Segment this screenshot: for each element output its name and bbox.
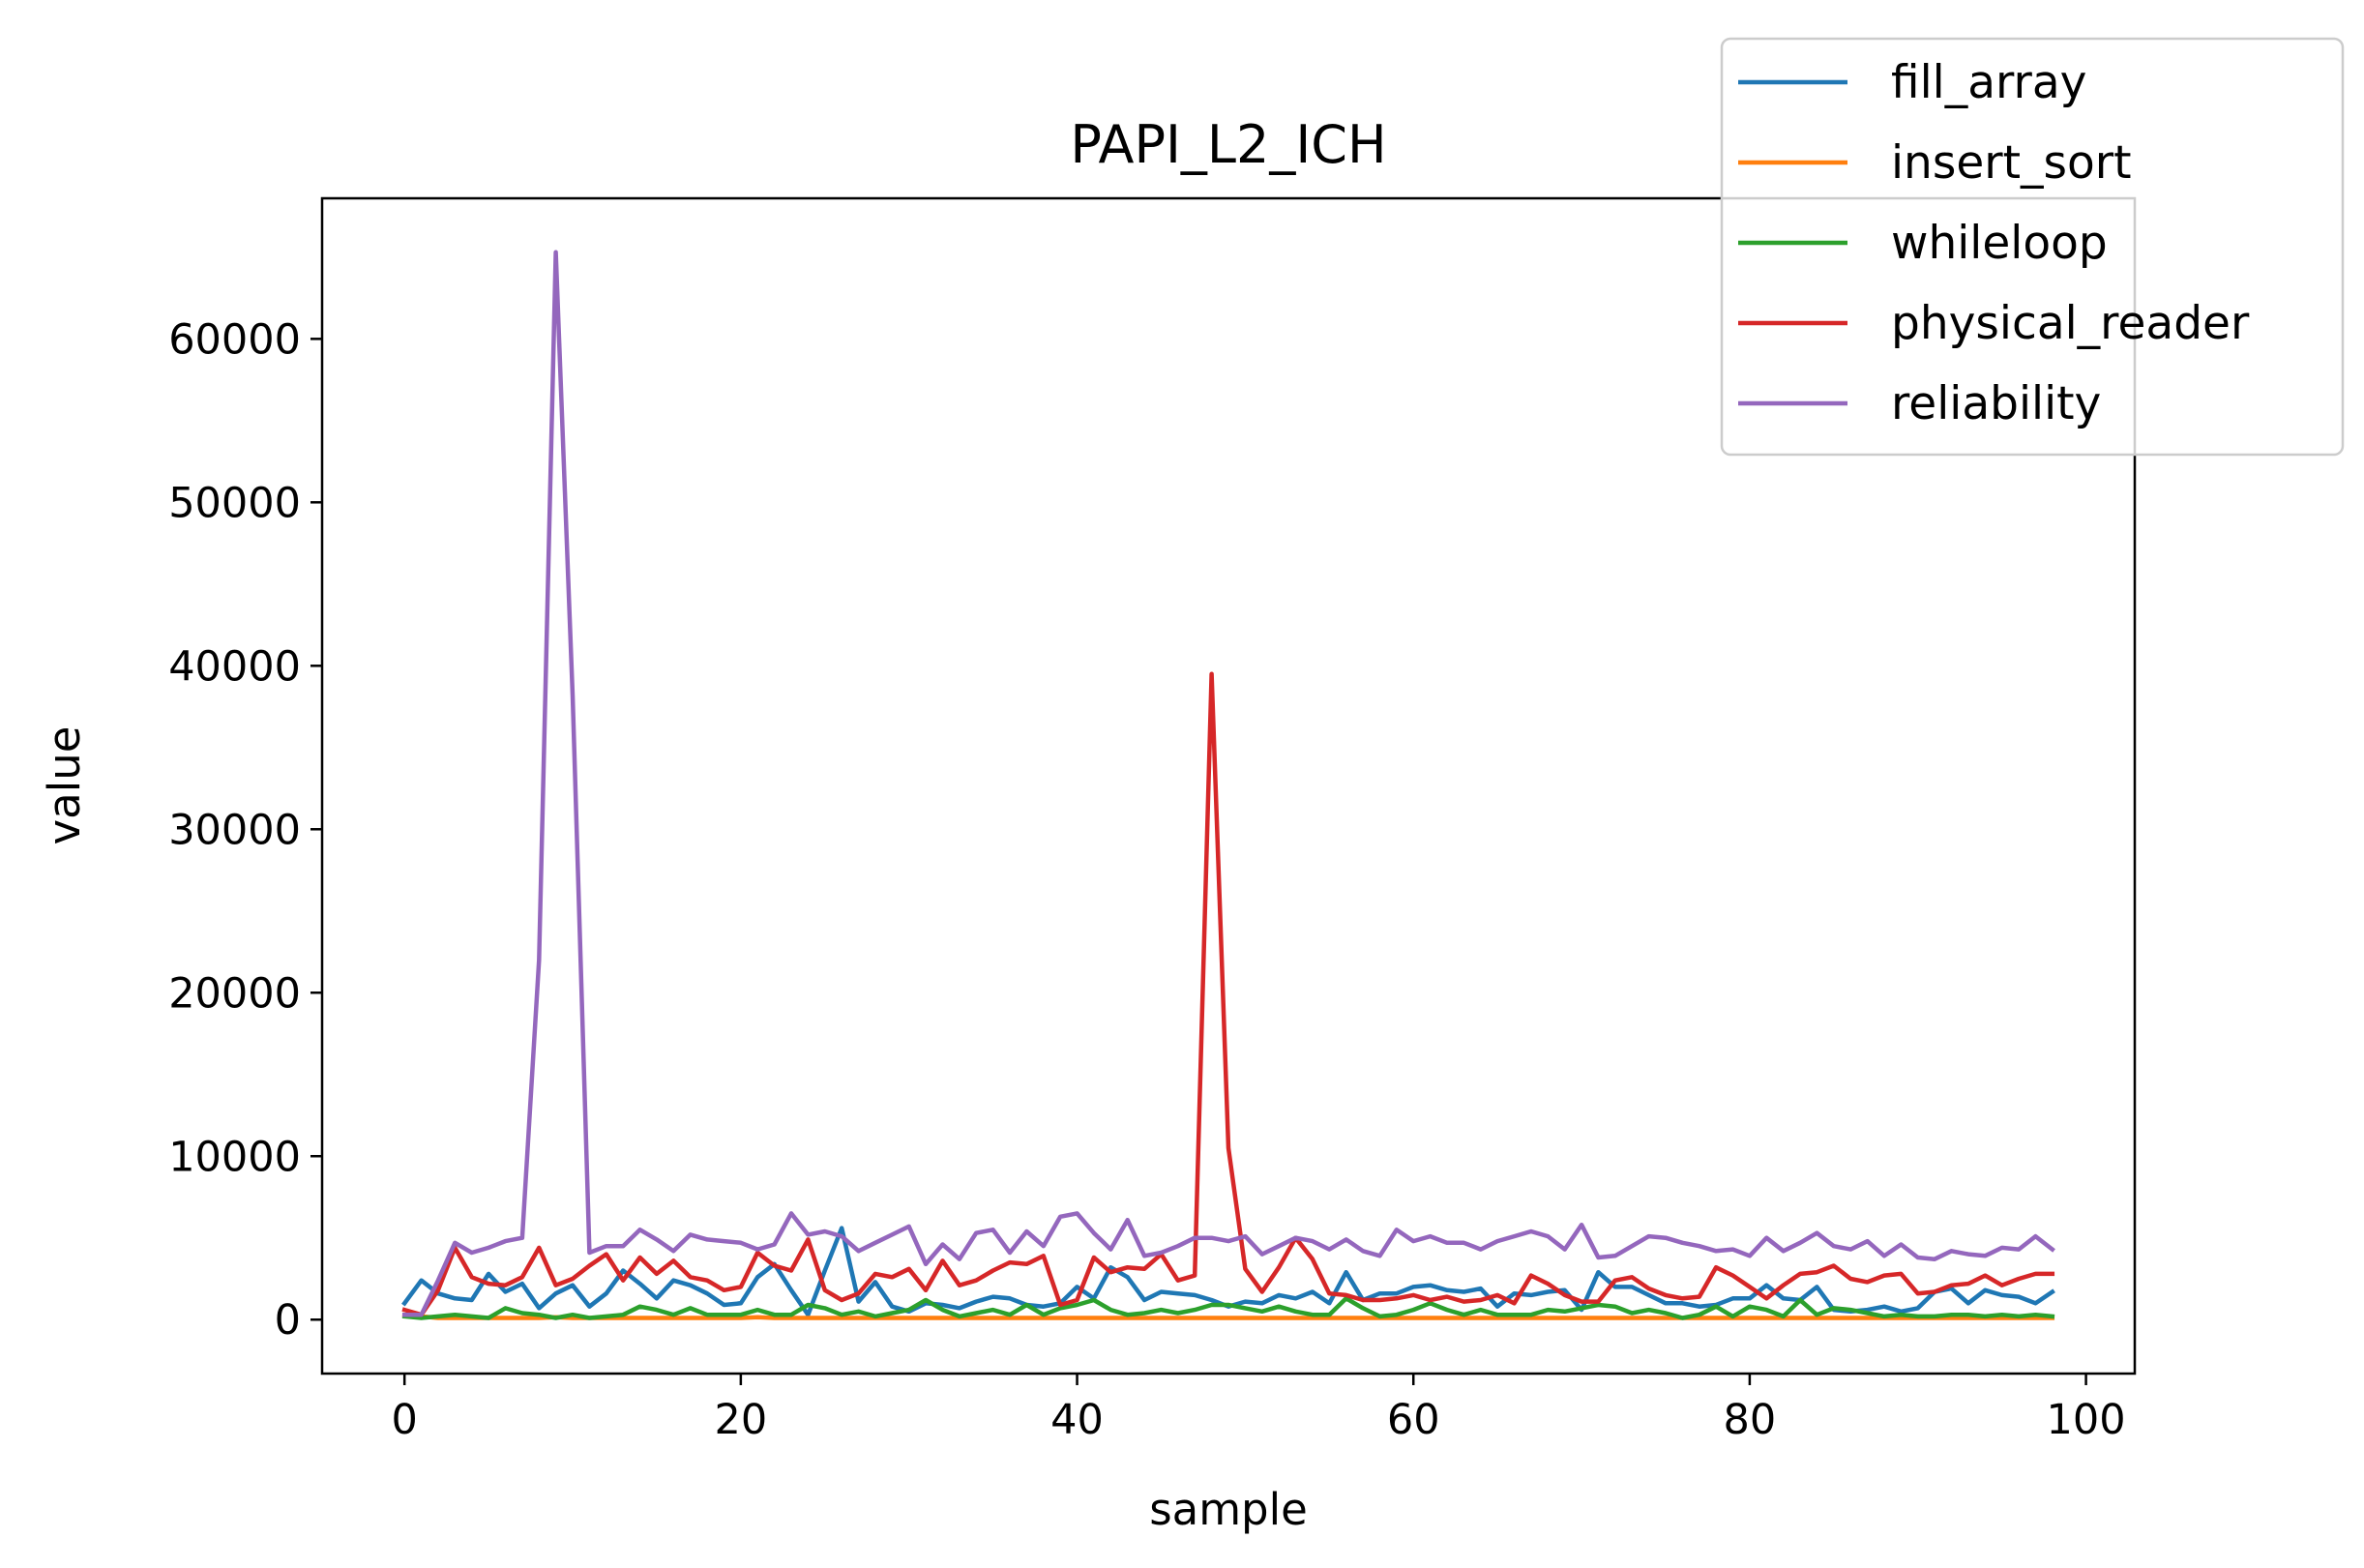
x-tick-label: 100	[2047, 1396, 2126, 1444]
legend-label: fill_array	[1891, 56, 2086, 109]
x-tick-label: 20	[715, 1396, 768, 1444]
x-tick-label: 60	[1387, 1396, 1440, 1444]
legend: fill_array insert_sort whileloop physical_r…	[1720, 37, 2345, 457]
chart-title: PAPI_L2_ICH	[1070, 114, 1386, 175]
legend-items: fill_array insert_sort whileloop physical_r…	[1738, 56, 2250, 430]
legend-label: insert_sort	[1891, 136, 2132, 190]
series-line-reliability	[401, 250, 2055, 1317]
series-line-whileloop	[401, 1296, 2055, 1320]
series-line-physical-reader	[401, 671, 2055, 1317]
series-line-insert-sort	[401, 1312, 2055, 1320]
y-axis-ticks: 0 10000 20000 30000 40000 50000 60000	[168, 315, 322, 1345]
series-layer	[401, 250, 2055, 1320]
y-axis-label: value	[39, 726, 90, 845]
y-tick-label: 40000	[168, 642, 301, 691]
y-tick-label: 0	[275, 1296, 301, 1345]
x-tick-label: 0	[392, 1396, 418, 1444]
x-axis-ticks: 0 20 40 60 80 100	[392, 1374, 2126, 1444]
y-tick-label: 10000	[168, 1133, 301, 1181]
legend-label: reliability	[1891, 377, 2101, 430]
plot-frame	[320, 196, 2137, 1376]
x-tick-label: 80	[1724, 1396, 1777, 1444]
legend-box	[1720, 37, 2345, 457]
y-tick-label: 50000	[168, 479, 301, 527]
y-tick-label: 20000	[168, 969, 301, 1018]
legend-label: whileloop	[1891, 217, 2108, 270]
legend-label: physical_reader	[1891, 297, 2250, 350]
x-tick-label: 40	[1050, 1396, 1104, 1444]
x-axis-label: sample	[1149, 1484, 1308, 1535]
y-tick-label: 60000	[168, 315, 301, 364]
y-tick-label: 30000	[168, 806, 301, 854]
